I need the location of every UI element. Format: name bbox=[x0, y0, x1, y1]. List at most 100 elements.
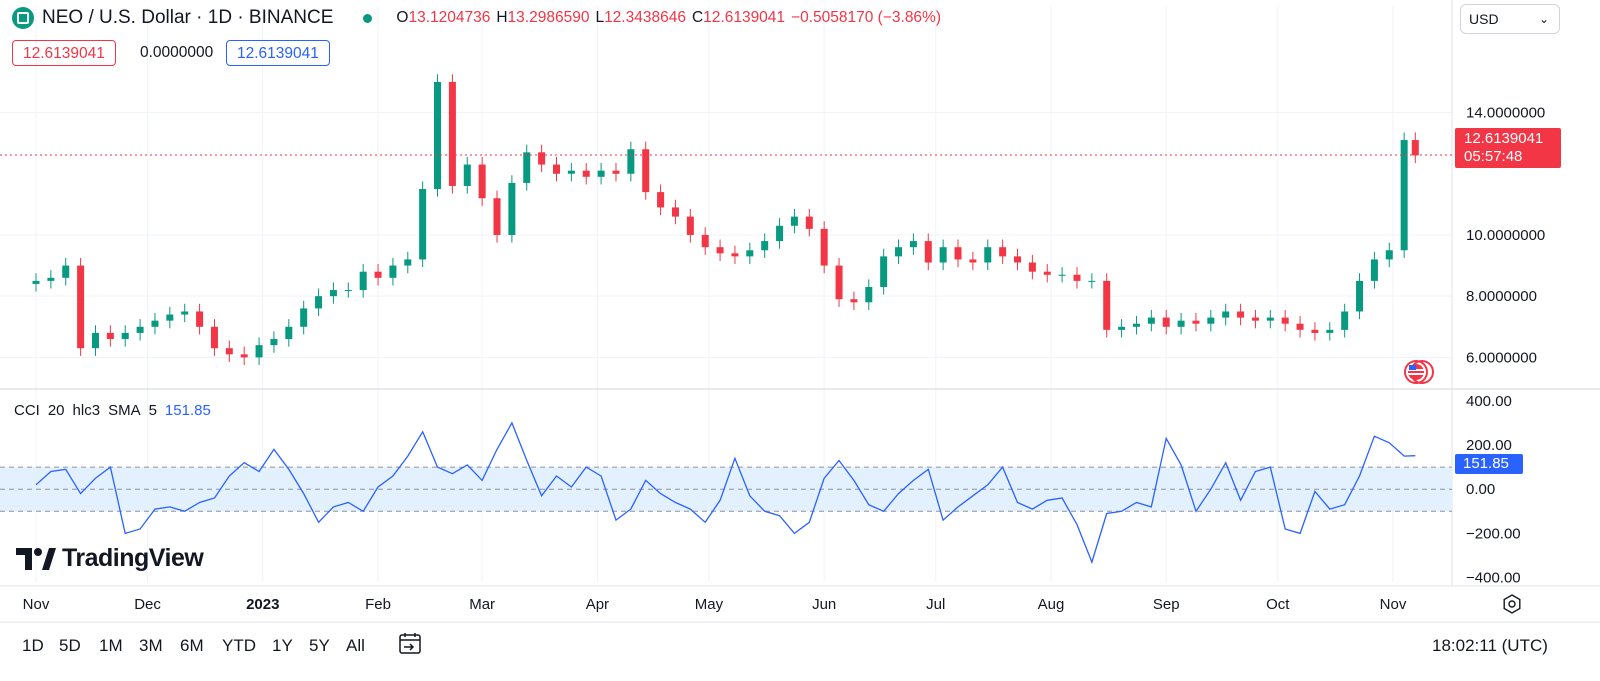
candle-body bbox=[954, 247, 962, 260]
price-tick-label: 10.0000000 bbox=[1466, 227, 1545, 244]
candle-body bbox=[642, 149, 650, 193]
candle-body bbox=[255, 345, 263, 358]
candle-body bbox=[210, 326, 218, 349]
tradingview-logo-icon bbox=[16, 547, 56, 570]
candle-body bbox=[493, 198, 501, 235]
cci-tick-label: 400.00 bbox=[1466, 393, 1512, 410]
buy-price-button[interactable]: 12.6139041 bbox=[226, 40, 330, 66]
candle-body bbox=[761, 241, 769, 251]
candle-body bbox=[597, 170, 605, 177]
range-1d-button[interactable]: 1D bbox=[22, 636, 44, 655]
candle-body bbox=[1341, 311, 1349, 330]
candle-body bbox=[1266, 317, 1274, 321]
x-tick-label: Jul bbox=[926, 596, 945, 613]
candle-body bbox=[285, 326, 293, 340]
candle-body bbox=[731, 253, 739, 257]
candle-body bbox=[567, 170, 575, 174]
candle-body bbox=[1207, 317, 1215, 324]
price-tick-label: 6.0000000 bbox=[1466, 349, 1537, 366]
price-tick-label: 8.0000000 bbox=[1466, 288, 1537, 305]
candle-body bbox=[1251, 317, 1259, 321]
candle-body bbox=[240, 354, 248, 358]
candle-body bbox=[374, 271, 382, 278]
candle-body bbox=[315, 296, 323, 309]
market-status-icon bbox=[363, 13, 373, 23]
candle-body bbox=[657, 192, 665, 208]
candle-body bbox=[47, 277, 55, 281]
cci-tick-label: 0.00 bbox=[1466, 481, 1495, 498]
last-price-value: 12.6139041 bbox=[1464, 130, 1544, 147]
neo-logo-icon bbox=[12, 7, 34, 29]
us-flag-icon[interactable] bbox=[1402, 360, 1438, 384]
candle-body bbox=[359, 271, 367, 291]
range-6m-button[interactable]: 6M bbox=[180, 636, 204, 655]
range-5d-button[interactable]: 5D bbox=[59, 636, 81, 655]
cci-param-source: hlc3 bbox=[72, 402, 101, 419]
candle-body bbox=[805, 216, 813, 229]
candle-body bbox=[1370, 259, 1378, 281]
gear-icon[interactable] bbox=[1502, 594, 1522, 614]
candle-body bbox=[151, 320, 159, 327]
candle-body bbox=[389, 265, 397, 278]
spread-value: 0.0000000 bbox=[140, 44, 214, 61]
symbol-title[interactable]: NEO / U.S. Dollar · 1D · BINANCE bbox=[42, 7, 334, 28]
candle-body bbox=[909, 241, 917, 248]
range-5y-button[interactable]: 5Y bbox=[309, 636, 330, 655]
candle-body bbox=[1043, 271, 1051, 275]
cci-tick-label: 200.00 bbox=[1466, 437, 1512, 454]
bar-countdown: 05:57:48 bbox=[1464, 148, 1523, 165]
candle-body bbox=[166, 314, 174, 321]
candle-body bbox=[1103, 280, 1111, 330]
candle-body bbox=[196, 311, 204, 327]
date-range-calendar-icon[interactable] bbox=[397, 632, 423, 656]
range-all-button[interactable]: All bbox=[346, 636, 365, 655]
cci-legend[interactable]: CCI 20 hlc3 SMA 5 151.85 bbox=[14, 402, 211, 419]
ohlc-high: H13.2986590 bbox=[496, 9, 590, 26]
currency-select-value: USD bbox=[1469, 11, 1499, 27]
candle-body bbox=[880, 256, 888, 287]
candle-body bbox=[1118, 326, 1126, 330]
utc-clock[interactable]: 18:02:11 (UTC) bbox=[1432, 636, 1548, 655]
candle-body bbox=[1281, 317, 1289, 324]
candle-body bbox=[463, 164, 471, 186]
sell-price-button[interactable]: 12.6139041 bbox=[12, 40, 116, 66]
x-tick-label: 2023 bbox=[246, 596, 279, 613]
candle-body bbox=[300, 308, 308, 327]
candle-body bbox=[419, 189, 427, 260]
cci-value-tag: 151.85 bbox=[1455, 454, 1523, 474]
candle-body bbox=[106, 332, 114, 340]
tradingview-logo[interactable]: TradingView bbox=[16, 544, 204, 573]
x-tick-label: May bbox=[695, 596, 724, 613]
candle-body bbox=[225, 348, 233, 355]
candle-body bbox=[1326, 329, 1334, 333]
candle-body bbox=[181, 311, 189, 315]
candle-body bbox=[1058, 274, 1066, 276]
candle-body bbox=[329, 290, 337, 297]
candle-body bbox=[835, 265, 843, 300]
range-ytd-button[interactable]: YTD bbox=[222, 636, 256, 655]
range-3m-button[interactable]: 3M bbox=[139, 636, 163, 655]
candle-body bbox=[865, 286, 873, 303]
candle-body bbox=[939, 247, 947, 263]
cci-line-layer bbox=[35, 421, 1416, 565]
candle-body bbox=[1014, 256, 1022, 263]
candle-body bbox=[776, 225, 784, 242]
range-1m-button[interactable]: 1M bbox=[99, 636, 123, 655]
candle-body bbox=[850, 299, 858, 303]
candle-body bbox=[1162, 317, 1170, 327]
candle-body bbox=[1356, 280, 1364, 312]
candle-body bbox=[999, 247, 1007, 257]
candles-layer bbox=[0, 74, 1452, 366]
ohlc-readout: O13.1204736 H13.2986590 L12.3438646 C12.… bbox=[396, 9, 941, 27]
candle-body bbox=[1177, 320, 1185, 327]
currency-select[interactable]: USD ⌄ bbox=[1460, 4, 1560, 34]
candle-body bbox=[686, 216, 694, 235]
cci-value: 151.85 bbox=[164, 402, 211, 419]
candle-body bbox=[1028, 262, 1036, 272]
cci-param-ma: SMA bbox=[108, 402, 141, 419]
range-1y-button[interactable]: 1Y bbox=[272, 636, 293, 655]
candle-body bbox=[582, 170, 590, 177]
x-tick-label: Jun bbox=[812, 596, 836, 613]
price-tick-label: 14.0000000 bbox=[1466, 105, 1545, 122]
